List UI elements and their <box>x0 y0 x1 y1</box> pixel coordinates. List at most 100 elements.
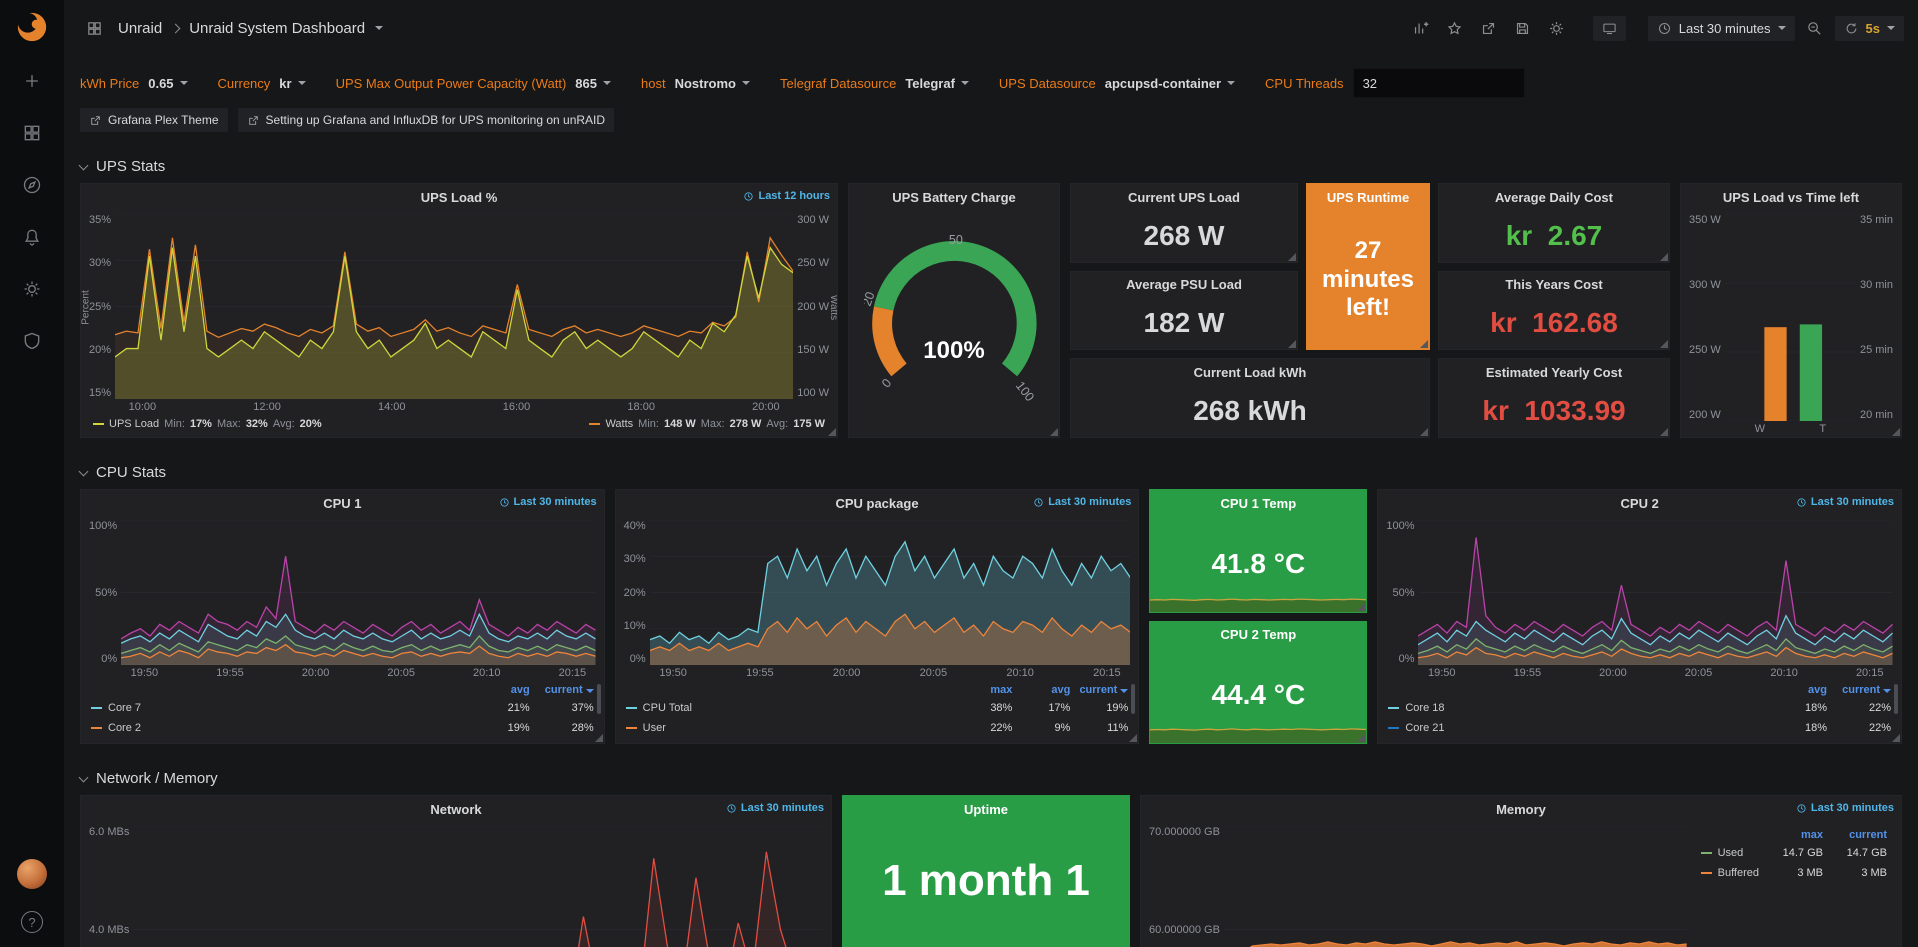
dashboards-icon[interactable] <box>21 122 43 144</box>
legend-value: 38% <box>954 702 1012 714</box>
panel-title[interactable]: Average PSU Load <box>1126 277 1242 292</box>
legend-row[interactable]: Core 2 19% 28% <box>91 718 594 738</box>
legend-col-current[interactable]: current <box>1070 684 1128 696</box>
variable-value-dropdown[interactable]: kr <box>279 76 305 91</box>
panel-title[interactable]: UPS Load vs Time left <box>1723 190 1859 205</box>
settings-gear-icon[interactable] <box>1543 14 1571 42</box>
plot[interactable] <box>650 520 1131 665</box>
row-header-ups-stats[interactable]: UPS Stats <box>80 144 1902 183</box>
legend-scrollbar[interactable] <box>597 684 601 714</box>
legend-stat-label: Min: <box>638 418 659 430</box>
breadcrumb-folder[interactable]: Unraid <box>118 20 162 37</box>
chart-area: 100%50%0% 19:5019:5520:0020:0520:1020:15 <box>81 516 604 681</box>
refresh-picker[interactable]: 5s <box>1835 16 1904 41</box>
add-panel-icon[interactable] <box>1407 14 1435 42</box>
plot[interactable] <box>121 520 596 665</box>
zoom-out-icon[interactable] <box>1801 14 1829 42</box>
x-axis-ticks: WT <box>1725 421 1856 437</box>
legend-name: Core 21 <box>1405 722 1444 734</box>
stat-value: kr 162.68 <box>1490 307 1618 339</box>
y-axis-ticks-right: 35 min30 min25 min20 min <box>1860 214 1893 421</box>
legend-col-avg[interactable]: avg <box>1012 684 1070 696</box>
dashboard-title-caret-icon[interactable] <box>375 26 383 30</box>
time-range-picker[interactable]: Last 30 minutes <box>1648 16 1795 41</box>
plot[interactable] <box>115 214 793 399</box>
legend-col-max[interactable]: max <box>954 684 1012 696</box>
stat-value: kr 1033.99 <box>1482 395 1625 427</box>
legend-item-watts[interactable]: Watts Min: 148 W Max: 278 W Avg: 175 W <box>589 418 825 430</box>
row-header-network-memory[interactable]: Network / Memory <box>80 756 1902 795</box>
variable-value-dropdown[interactable]: 0.65 <box>148 76 187 91</box>
share-icon[interactable] <box>1475 14 1503 42</box>
legend-swatch <box>91 707 102 709</box>
legend-name: CPU Total <box>643 702 692 714</box>
plot[interactable] <box>1725 214 1856 421</box>
link-grafana-plex-theme[interactable]: Grafana Plex Theme <box>80 108 228 132</box>
variable-value-dropdown[interactable]: apcupsd-container <box>1105 76 1235 91</box>
sidebar-nav <box>21 70 43 352</box>
panel-memory: Memory Last 30 minutes 70.000000 GB60.00… <box>1140 795 1902 947</box>
grafana-logo-icon[interactable] <box>15 10 49 44</box>
variable-value-dropdown[interactable]: Telegraf <box>905 76 969 91</box>
panel-title[interactable]: UPS Battery Charge <box>892 190 1016 205</box>
panel-title[interactable]: CPU 2 <box>1621 496 1659 511</box>
panel-title[interactable]: CPU 1 Temp <box>1221 496 1297 511</box>
explore-icon[interactable] <box>21 174 43 196</box>
legend-row[interactable]: Core 21 18% 22% <box>1388 718 1891 738</box>
create-icon[interactable] <box>21 70 43 92</box>
legend-col-avg[interactable]: avg <box>466 684 530 696</box>
legend-row[interactable]: Core 18 18% 22% <box>1388 698 1891 718</box>
cpu-threads-input[interactable] <box>1353 68 1525 98</box>
legend-col-current[interactable]: current <box>1823 829 1887 841</box>
variable-value-dropdown[interactable]: 865 <box>575 76 611 91</box>
panel-title[interactable]: Memory <box>1496 802 1546 817</box>
plot[interactable] <box>1224 826 1687 947</box>
panel-title[interactable]: Uptime <box>964 802 1008 817</box>
row-header-cpu-stats[interactable]: CPU Stats <box>80 450 1902 489</box>
panel-title[interactable]: UPS Load % <box>421 190 498 205</box>
panel-title[interactable]: Current Load kWh <box>1194 365 1307 380</box>
panel-title[interactable]: UPS Runtime <box>1327 190 1409 205</box>
link-ups-monitoring-guide[interactable]: Setting up Grafana and InfluxDB for UPS … <box>238 108 615 132</box>
panel-title[interactable]: Network <box>430 802 481 817</box>
variable-value-dropdown[interactable]: Nostromo <box>675 76 750 91</box>
legend-row[interactable]: Used 14.7 GB 14.7 GB <box>1701 843 1887 863</box>
legend-row[interactable]: CPU Total 38% 17% 19% <box>626 698 1129 718</box>
plot[interactable] <box>133 826 823 947</box>
legend-row[interactable]: Buffered 3 MB 3 MB <box>1701 863 1887 883</box>
legend-col-current[interactable]: current <box>1827 684 1891 696</box>
help-icon[interactable]: ? <box>21 911 43 933</box>
alerting-icon[interactable] <box>21 226 43 248</box>
configuration-gear-icon[interactable] <box>21 278 43 300</box>
variable-ups-max-power: UPS Max Output Power Capacity (Watt) 865 <box>336 76 611 91</box>
legend-col-avg[interactable]: avg <box>1763 684 1827 696</box>
panel-title[interactable]: Estimated Yearly Cost <box>1486 365 1622 380</box>
user-avatar[interactable] <box>17 859 47 889</box>
panel-title[interactable]: CPU 2 Temp <box>1221 627 1297 642</box>
variable-label: UPS Max Output Power Capacity (Watt) <box>336 76 567 91</box>
panel-title[interactable]: CPU package <box>835 496 918 511</box>
legend-col-max[interactable]: max <box>1759 829 1823 841</box>
legend-scrollbar[interactable] <box>1131 684 1135 714</box>
tv-mode-button[interactable] <box>1593 16 1626 41</box>
y-axis-ticks-left: 350 W300 W250 W200 W <box>1689 214 1721 421</box>
star-icon[interactable] <box>1441 14 1469 42</box>
legend-stat-value: 20% <box>300 418 322 430</box>
legend-col-current[interactable]: current <box>530 684 594 696</box>
y-axis-ticks-right: 300 W250 W200 W150 W100 W <box>797 214 829 399</box>
dashboard-title[interactable]: Unraid System Dashboard <box>189 20 365 37</box>
legend-row[interactable]: User 22% 9% 11% <box>626 718 1129 738</box>
panel-title[interactable]: Average Daily Cost <box>1495 190 1613 205</box>
legend-item-ups-load[interactable]: UPS Load Min: 17% Max: 32% Avg: 20% <box>93 418 322 430</box>
legend-scrollbar[interactable] <box>1894 684 1898 714</box>
legend-row[interactable]: Core 7 21% 37% <box>91 698 594 718</box>
gauge-value: 100% <box>849 337 1059 365</box>
panel-title[interactable]: This Years Cost <box>1505 277 1602 292</box>
panel-title[interactable]: CPU 1 <box>323 496 361 511</box>
panel-title[interactable]: Current UPS Load <box>1128 190 1240 205</box>
legend-value: 11% <box>1070 722 1128 734</box>
dashboard-grid-icon[interactable] <box>80 14 108 42</box>
server-admin-shield-icon[interactable] <box>21 330 43 352</box>
save-icon[interactable] <box>1509 14 1537 42</box>
plot[interactable] <box>1418 520 1893 665</box>
